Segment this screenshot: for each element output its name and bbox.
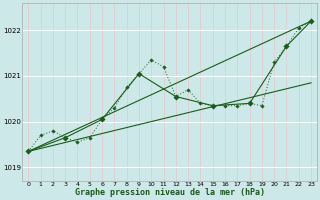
X-axis label: Graphe pression niveau de la mer (hPa): Graphe pression niveau de la mer (hPa) [75, 188, 265, 197]
